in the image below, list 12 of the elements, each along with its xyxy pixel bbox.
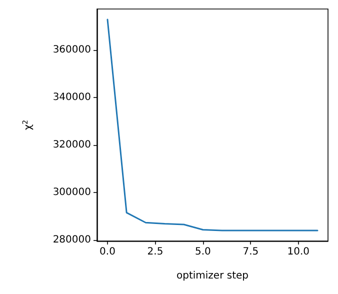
x-tick-label: 0.0 <box>100 246 116 258</box>
y-tick-label: 360000 <box>52 44 91 56</box>
x-tick-label: 10.0 <box>287 246 310 258</box>
y-tick-label: 280000 <box>52 234 91 246</box>
y-tick-label: 300000 <box>52 186 91 198</box>
x-axis-title: optimizer step <box>176 270 249 282</box>
y-tick-label: 340000 <box>52 92 91 104</box>
x-tick-label: 2.5 <box>147 246 164 258</box>
x-tick-label: 5.0 <box>195 246 211 258</box>
y-tick-label: 320000 <box>52 140 91 151</box>
line-series <box>106 18 318 232</box>
x-tick-label: 7.5 <box>242 246 259 258</box>
